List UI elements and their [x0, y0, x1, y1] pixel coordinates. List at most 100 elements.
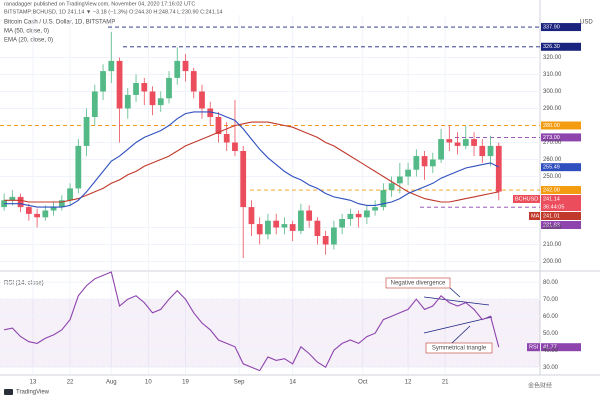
candle-body [322, 236, 329, 245]
logo-icon [4, 389, 13, 395]
y-tick-label: 210.00 [543, 242, 562, 248]
annotation-line [451, 325, 471, 344]
symbol-tag-label: BCHUSD [515, 196, 538, 202]
annotation-text: Symmetrical triangle [432, 346, 487, 352]
y-tick-label: 70.00 [543, 297, 559, 303]
candle-body [91, 91, 98, 117]
annotation-line [449, 287, 461, 298]
axis-tag [541, 195, 581, 203]
candle-body [421, 156, 428, 167]
footer-logo: TradingView [4, 389, 50, 396]
axis-tag-label: 231.93 [543, 222, 560, 228]
x-tick-label: Sep [234, 380, 245, 386]
candle-body [487, 145, 494, 157]
y-tick-label: 220.00 [543, 225, 562, 231]
y-tick-label: 80.00 [543, 280, 559, 286]
candle-body [380, 190, 387, 208]
candle-body [331, 227, 337, 245]
candle-body [306, 210, 313, 221]
candle-body [289, 224, 296, 231]
candle-body [339, 219, 346, 228]
candle-body [174, 60, 181, 78]
candle-body [34, 213, 40, 218]
candle-body [25, 207, 32, 214]
y-axis-label: USD [580, 20, 593, 26]
y-tick-label: 40.00 [543, 348, 559, 354]
candle-body [462, 139, 469, 146]
ma-tag-label: MA [531, 213, 540, 219]
candle-body [116, 60, 123, 109]
axis-tag-label: 41.77 [543, 345, 557, 351]
author-line: ranadagger published on TradingView.com,… [4, 1, 195, 7]
candle-body [190, 71, 197, 92]
candle-body [355, 213, 362, 218]
y-tick-label: 250.00 [543, 174, 562, 180]
candle-body [240, 151, 247, 208]
annotation-line [423, 296, 490, 306]
rsi-name-tag [527, 343, 540, 352]
candle-body [495, 145, 502, 192]
annotation-text: Negative divergence [391, 281, 446, 287]
x-tick-label: 10 [145, 380, 152, 386]
candle-body [405, 169, 411, 177]
axis-tag-label: 337.90 [543, 25, 560, 31]
candle-body [215, 117, 222, 134]
axis-tag [541, 343, 581, 352]
candle-body [124, 94, 131, 109]
symbol-line: BITSTAMP:BCHUSD, 1D 241.14 ▼ −3.18 (−1.3… [4, 9, 222, 15]
candle-body [149, 91, 156, 106]
rsi-line [4, 271, 500, 372]
axis-tag [541, 42, 581, 51]
candle-body [182, 60, 189, 72]
candle-body [429, 159, 436, 167]
candle-body [166, 77, 172, 99]
ma-line [4, 121, 499, 203]
candle-body [232, 142, 238, 151]
candle-body [199, 91, 205, 109]
axis-tag-label: 273.00 [543, 135, 560, 141]
grid [0, 15, 540, 374]
y-tick-label: 50.00 [543, 331, 559, 337]
candle-body [265, 220, 271, 235]
marks [1, 32, 502, 372]
candle-body [248, 207, 255, 225]
annotation-box [425, 342, 493, 354]
ma-tag [529, 212, 540, 220]
candle-body [479, 145, 486, 157]
x-tick-label: 13 [30, 380, 37, 386]
annotation-line [423, 316, 493, 334]
y-tick-label: 60.00 [543, 314, 559, 320]
candle-body [396, 176, 403, 184]
axis-tag [541, 23, 581, 32]
axis-tag-label: 255.49 [543, 165, 560, 171]
candle-body [454, 142, 461, 146]
axis-tag [541, 121, 581, 130]
axis-tag-label: 280.00 [543, 123, 560, 129]
y-tick-label: 300.00 [543, 89, 562, 95]
candle-body [100, 71, 106, 92]
chart-title: Bitcoin Cash / U.S. Dollar, 1D, BITSTAMP [4, 20, 115, 26]
axis-tag [541, 163, 581, 172]
x-tick-label: 21 [442, 380, 449, 386]
axis-tag-label: 241.14 [543, 196, 560, 202]
candle-body [363, 210, 370, 218]
candle-body [347, 213, 354, 219]
candle-body [42, 210, 49, 218]
axis-tag [541, 221, 581, 229]
axis-tag-label: 326.30 [543, 44, 560, 50]
axis-tag [541, 186, 581, 194]
y-tick-label: 320.00 [543, 55, 562, 61]
annotations-layer: Negative divergence Symmetrical triangle [0, 26, 540, 354]
axis-tag-label: 36:44:05 [543, 204, 564, 210]
x-tick-label: 19 [182, 380, 189, 386]
candle-body [207, 108, 214, 117]
rsi-title: RSI (14, close) [4, 281, 44, 287]
ma-line [4, 111, 500, 208]
candle-body [314, 220, 321, 236]
candle-body [223, 134, 230, 143]
x-tick-label: Aug [106, 380, 117, 386]
legend-entry: MA (50, close, 0) [4, 29, 49, 35]
axis-tag [541, 212, 581, 220]
candle-body [256, 224, 263, 235]
